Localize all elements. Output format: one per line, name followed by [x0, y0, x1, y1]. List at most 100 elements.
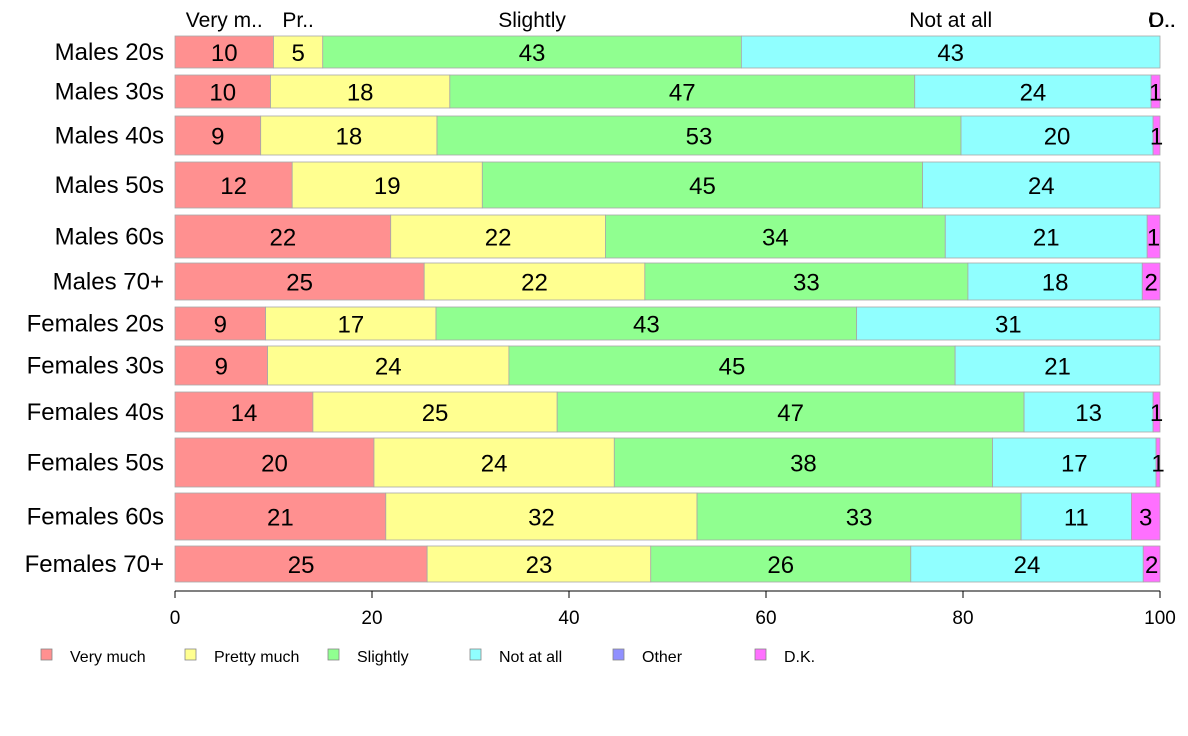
- bar-segment: [273, 35, 324, 69]
- bar-segment: [423, 262, 646, 301]
- top-column-label: D..: [1149, 9, 1176, 32]
- data-label: 1: [1150, 124, 1163, 151]
- row-label: Males 30s: [55, 79, 164, 106]
- row-label: Females 60s: [27, 504, 164, 531]
- data-label: 21: [1044, 354, 1071, 381]
- bar-segment: [605, 214, 946, 259]
- bar-segment: [856, 306, 1161, 341]
- bar-row: Males 30s 10 18 47 24 1: [55, 74, 1162, 109]
- bar-segment: [174, 262, 425, 301]
- bar-segment: [390, 214, 606, 259]
- legend-label: Very much: [70, 649, 146, 666]
- data-label: 10: [209, 80, 236, 107]
- data-label: 1: [1147, 225, 1160, 252]
- bar-row: Males 50s 12 19 45 24: [55, 161, 1161, 209]
- data-label: 10: [211, 40, 238, 67]
- bar-segment: [174, 214, 392, 259]
- row-label: Females 40s: [27, 399, 164, 426]
- data-label: 1: [1150, 400, 1163, 427]
- bar-segment: [481, 161, 924, 209]
- data-label: 31: [995, 312, 1022, 339]
- data-label: 2: [1144, 270, 1157, 297]
- data-label: 12: [220, 173, 247, 200]
- bar-segment: [508, 345, 956, 386]
- data-label: 20: [1044, 124, 1071, 151]
- bar-row: Males 70+ 25 22 33 18 2: [53, 262, 1161, 301]
- bar-segment: [265, 306, 437, 341]
- x-axis: 0 20 40 60 80 100: [170, 590, 1176, 629]
- data-label: 11: [1064, 505, 1089, 532]
- data-label: 47: [669, 80, 696, 107]
- bar-segment: [556, 391, 1025, 433]
- row-label: Males 60s: [55, 224, 164, 251]
- legend-label: Slightly: [357, 649, 409, 666]
- bar-segment: [1020, 492, 1132, 541]
- bar-segment: [174, 306, 267, 341]
- data-label: 24: [1028, 173, 1055, 200]
- bar-segment: [174, 161, 293, 209]
- data-label: 17: [1061, 451, 1088, 478]
- bar-segment: [1150, 74, 1161, 109]
- data-label: 19: [374, 173, 401, 200]
- data-label: 21: [267, 505, 294, 532]
- data-label: 17: [337, 312, 364, 339]
- data-label: 22: [270, 225, 297, 252]
- bar-segment: [174, 545, 428, 583]
- data-label: 25: [422, 400, 449, 427]
- data-label: 33: [793, 270, 820, 297]
- bar-segment: [435, 306, 858, 341]
- bar-segment: [174, 391, 314, 433]
- data-label: 1: [1151, 451, 1164, 478]
- legend-swatch: [612, 648, 625, 661]
- row-label: Females 70+: [25, 551, 164, 578]
- data-label: 32: [528, 505, 555, 532]
- legend-swatch: [40, 648, 53, 661]
- bar-segment: [922, 161, 1161, 209]
- data-label: 33: [846, 505, 873, 532]
- x-tick-label: 80: [952, 608, 973, 629]
- data-label: 21: [1033, 225, 1060, 252]
- data-label: 47: [777, 400, 804, 427]
- top-column-label: O..: [1148, 9, 1176, 32]
- data-label: 38: [790, 451, 817, 478]
- legend-swatch: [469, 648, 482, 661]
- x-tick-label: 0: [170, 608, 181, 629]
- bar-segment: [1152, 115, 1161, 156]
- bar-segment: [914, 74, 1152, 109]
- data-label: 22: [485, 225, 512, 252]
- data-label: 18: [336, 124, 363, 151]
- bar-row: Males 20s 10 5 43 43: [55, 35, 1161, 69]
- data-label: 25: [288, 552, 315, 579]
- data-label: 18: [1042, 270, 1069, 297]
- data-label: 2: [1145, 552, 1158, 579]
- x-tick-label: 40: [558, 608, 579, 629]
- bar-segment: [1023, 391, 1154, 433]
- bar-segment: [644, 262, 969, 301]
- bar-segment: [954, 345, 1161, 386]
- bar-segment: [1146, 214, 1161, 259]
- bar-segment: [992, 437, 1157, 488]
- data-label: 13: [1075, 400, 1102, 427]
- bar-row: Females 40s 14 25 47 13 1: [27, 391, 1163, 433]
- data-label: 14: [231, 400, 258, 427]
- legend-swatch: [327, 648, 340, 661]
- bar-row: Females 30s 9 24 45 21: [27, 345, 1161, 386]
- x-tick-label: 60: [755, 608, 776, 629]
- data-label: 25: [286, 270, 313, 297]
- bar-segment: [174, 345, 268, 386]
- legend-label: Other: [642, 649, 683, 666]
- legend-label: Not at all: [499, 649, 562, 666]
- bar-segment: [960, 115, 1154, 156]
- bar-segment: [740, 35, 1161, 69]
- bar-row: Females 60s 21 32 33 11 3: [27, 492, 1161, 541]
- data-label: 24: [375, 354, 402, 381]
- row-label: Females 20s: [27, 311, 164, 338]
- row-label: Females 50s: [27, 450, 164, 477]
- top-column-label: Very m..: [186, 9, 263, 32]
- data-label: 20: [261, 451, 288, 478]
- data-label: 9: [214, 312, 227, 339]
- data-label: 18: [347, 80, 374, 107]
- bar-row: Males 40s 9 18 53 20 1: [55, 115, 1163, 156]
- row-label: Males 20s: [55, 39, 164, 66]
